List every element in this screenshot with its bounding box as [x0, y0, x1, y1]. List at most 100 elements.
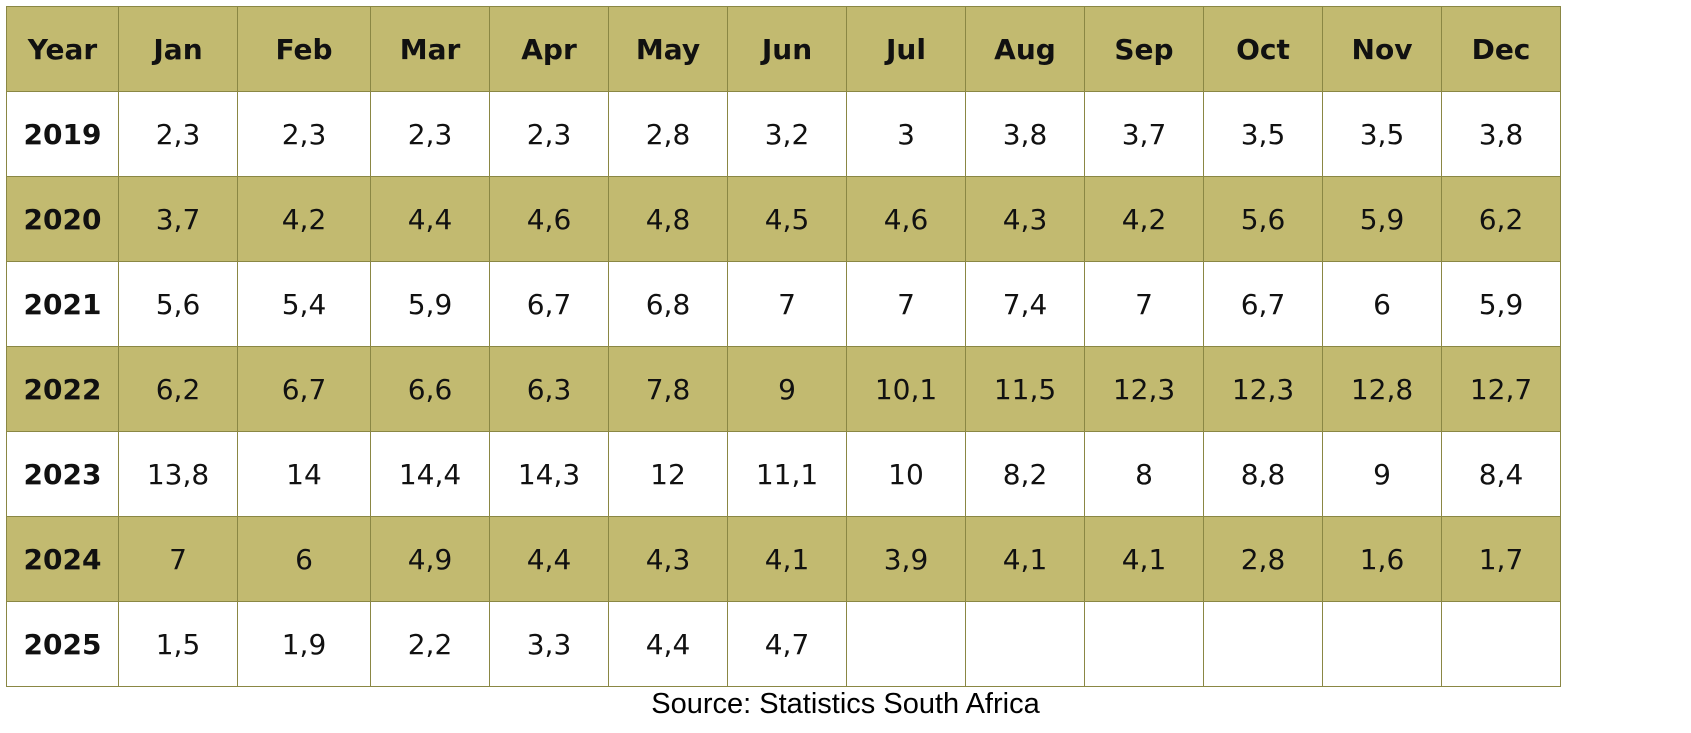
table-cell: 4,1: [1084, 516, 1204, 602]
table-cell: 14: [237, 431, 371, 517]
table-cell: 1,9: [237, 601, 371, 687]
table-row: 2025 1,5 1,9 2,2 3,3 4,4 4,7: [6, 601, 1561, 687]
table-cell: 6,7: [1203, 261, 1323, 347]
table-cell: 7: [118, 516, 238, 602]
table-cell: 2,3: [237, 91, 371, 177]
table-cell: 2,8: [608, 91, 728, 177]
table-cell: 14,4: [370, 431, 490, 517]
table-cell: 4,7: [727, 601, 847, 687]
table-cell: 9: [1322, 431, 1442, 517]
column-header: Jun: [727, 6, 847, 92]
table-cell: [965, 601, 1085, 687]
source-note: Source: Statistics South Africa: [651, 688, 1040, 720]
table-cell: [1441, 601, 1561, 687]
table-cell: 11,5: [965, 346, 1085, 432]
table-cell: 12,3: [1084, 346, 1204, 432]
table-header: Year Jan Feb Mar Apr May Jun Jul Aug Sep Oct Nov Dec: [6, 6, 1561, 92]
table-cell: 4,6: [846, 176, 966, 262]
table-row: 2024 7 6 4,9 4,4 4,3 4,1 3,9 4,1 4,1 2,8 1,6 1,7: [6, 516, 1561, 602]
table-cell: 8,2: [965, 431, 1085, 517]
table-cell: 6,8: [608, 261, 728, 347]
data-table: Year Jan Feb Mar Apr May Jun Jul Aug Sep Oct Nov Dec…: [6, 6, 1561, 687]
column-header: Feb: [237, 6, 371, 92]
table-cell: 5,6: [118, 261, 238, 347]
table-cell: 6,2: [1441, 176, 1561, 262]
table-body: 2019 2,3 2,3 2,3 2,3 2,8 3,2 3 3,8 3,7 3,5 3,5 3,8 20…: [6, 91, 1561, 687]
table-cell: 6: [1322, 261, 1442, 347]
table-cell: 6,3: [489, 346, 609, 432]
table-cell: 4,2: [237, 176, 371, 262]
table-cell: 5,4: [237, 261, 371, 347]
table-cell: 5,9: [370, 261, 490, 347]
table-cell: 8,4: [1441, 431, 1561, 517]
column-header: Jul: [846, 6, 966, 92]
table-cell: 12,3: [1203, 346, 1323, 432]
column-header: Dec: [1441, 6, 1561, 92]
table-cell: 3,7: [1084, 91, 1204, 177]
table-cell: 3,8: [965, 91, 1085, 177]
table-cell: 12,8: [1322, 346, 1442, 432]
table-cell: 2,8: [1203, 516, 1323, 602]
table-cell: 6,6: [370, 346, 490, 432]
column-header: Aug: [965, 6, 1085, 92]
table-cell: 13,8: [118, 431, 238, 517]
column-header: Apr: [489, 6, 609, 92]
table-cell: 4,1: [727, 516, 847, 602]
table-cell: 3,8: [1441, 91, 1561, 177]
table-cell: 8,8: [1203, 431, 1323, 517]
table-cell: 4,8: [608, 176, 728, 262]
table-cell: 2,3: [489, 91, 609, 177]
table-cell: 4,4: [608, 601, 728, 687]
table-cell: 4,3: [965, 176, 1085, 262]
table-cell: 5,9: [1322, 176, 1442, 262]
table-cell: 7: [1084, 261, 1204, 347]
table-cell: 4,9: [370, 516, 490, 602]
table-cell: 6: [237, 516, 371, 602]
row-year-label: 2021: [6, 261, 119, 347]
table-cell: 7: [846, 261, 966, 347]
header-row: Year Jan Feb Mar Apr May Jun Jul Aug Sep Oct Nov Dec: [6, 6, 1561, 92]
table-cell: 6,2: [118, 346, 238, 432]
column-header: Sep: [1084, 6, 1204, 92]
row-year-label: 2022: [6, 346, 119, 432]
table-cell: 2,2: [370, 601, 490, 687]
table-cell: 11,1: [727, 431, 847, 517]
table-row: 2023 13,8 14 14,4 14,3 12 11,1 10 8,2 8 8,8 9 8,4: [6, 431, 1561, 517]
table-cell: 3,7: [118, 176, 238, 262]
table-row: 2022 6,2 6,7 6,6 6,3 7,8 9 10,1 11,5 12,3 12,3 12,8…: [6, 346, 1561, 432]
table-cell: 6,7: [237, 346, 371, 432]
table-cell: 1,5: [118, 601, 238, 687]
table-cell: 9: [727, 346, 847, 432]
table-cell: [1084, 601, 1204, 687]
table-cell: 2,3: [370, 91, 490, 177]
table-cell: [1203, 601, 1323, 687]
table-cell: 4,4: [489, 516, 609, 602]
table-cell: 5,9: [1441, 261, 1561, 347]
table-cell: 3,5: [1322, 91, 1442, 177]
column-header: Mar: [370, 6, 490, 92]
table-cell: 7,4: [965, 261, 1085, 347]
table-cell: 1,7: [1441, 516, 1561, 602]
table-cell: [1322, 601, 1442, 687]
table-cell: [846, 601, 966, 687]
table-cell: 8: [1084, 431, 1204, 517]
data-table-container: Year Jan Feb Mar Apr May Jun Jul Aug Sep Oct Nov Dec…: [6, 6, 1561, 687]
table-cell: 3,2: [727, 91, 847, 177]
table-cell: 3,3: [489, 601, 609, 687]
column-header: May: [608, 6, 728, 92]
table-cell: 4,4: [370, 176, 490, 262]
row-year-label: 2019: [6, 91, 119, 177]
table-cell: 3,9: [846, 516, 966, 602]
table-row: 2019 2,3 2,3 2,3 2,3 2,8 3,2 3 3,8 3,7 3,5 3,5 3,8: [6, 91, 1561, 177]
table-cell: 14,3: [489, 431, 609, 517]
row-year-label: 2023: [6, 431, 119, 517]
column-header: Jan: [118, 6, 238, 92]
table-cell: 7,8: [608, 346, 728, 432]
table-cell: 4,1: [965, 516, 1085, 602]
column-header: Year: [6, 6, 119, 92]
table-cell: 4,6: [489, 176, 609, 262]
table-cell: 7: [727, 261, 847, 347]
table-cell: 12: [608, 431, 728, 517]
table-cell: 4,2: [1084, 176, 1204, 262]
table-cell: 5,6: [1203, 176, 1323, 262]
